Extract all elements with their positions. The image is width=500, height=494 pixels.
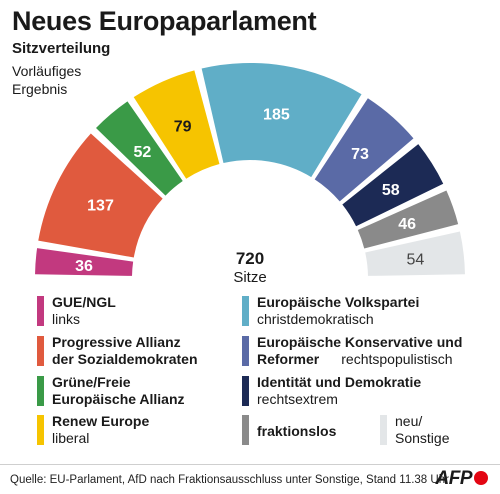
legend-name-line-2: Europäische Allianz [52,391,185,407]
legend-swatch [37,415,44,445]
seat-segment-label: 54 [406,251,424,268]
afp-logo-text: AFP [435,468,473,489]
seat-segment [133,70,220,179]
chart-note: Vorläufiges Ergebnis [12,63,82,97]
seat-segment-label: 36 [75,258,93,275]
legend-swatch [37,296,44,326]
seat-segment-label: 58 [382,182,400,199]
seat-segment-label: 46 [398,216,416,233]
legend-swatch [242,296,249,326]
legend-name-line-1: Europäische Konservative und [257,334,463,350]
legend-name: Renew Europe [52,413,150,429]
legend-desc: rechtsextrem [257,391,338,407]
afp-logo-dot-icon [474,471,488,485]
legend-name: fraktionslos [257,423,337,439]
legend-swatch [380,415,387,445]
legend-desc-line-1: neu/ [395,413,423,429]
seat-segment [342,144,444,227]
legend-name-line-1: Progressive Allianz [52,334,181,350]
legend-name: Europäische Volkspartei [257,294,420,310]
legend-swatch [37,376,44,406]
legend-desc-line-2: Sonstige [395,430,450,446]
legend-swatch [37,336,44,366]
seat-segment [201,63,362,178]
seat-segment-label: 73 [351,146,369,163]
legend-desc: liberal [52,430,90,446]
legend-desc: rechtspopulistisch [341,351,453,367]
legend-swatch [242,336,249,366]
legend-name: Identität und Demokratie [257,374,422,390]
chart-subtitle: Sitzverteilung [12,40,111,57]
seat-segment [365,231,465,276]
legend-desc: christdemokratisch [257,311,374,327]
legend-name-line-2: der Sozialdemokraten [52,351,198,367]
seat-segment [96,101,183,196]
seat-segment [35,248,134,276]
seat-segment [357,190,459,249]
legend-name-line-2: Reformer [257,351,320,367]
total-seats-label: Sitze [233,269,266,286]
footer-divider [0,464,500,465]
seat-segment-label: 137 [87,198,114,215]
chart-title: Neues Europaparlament [12,6,317,36]
legend-name: GUE/NGL [52,294,116,310]
legend-desc: links [52,311,81,327]
legend-swatch [242,376,249,406]
seat-segment-label: 52 [134,144,152,161]
seat-segment-label: 79 [174,119,192,136]
seat-segment [38,133,163,258]
total-seats-value: 720 [236,249,264,268]
source-note: Quelle: EU-Parlament, AfD nach Fraktions… [10,474,449,486]
legend-swatch [242,415,249,445]
seat-segment [314,98,414,202]
afp-logo: AFP [435,468,488,490]
legend-name-line-1: Grüne/Freie [52,374,131,390]
seat-segment-label: 185 [263,107,290,124]
